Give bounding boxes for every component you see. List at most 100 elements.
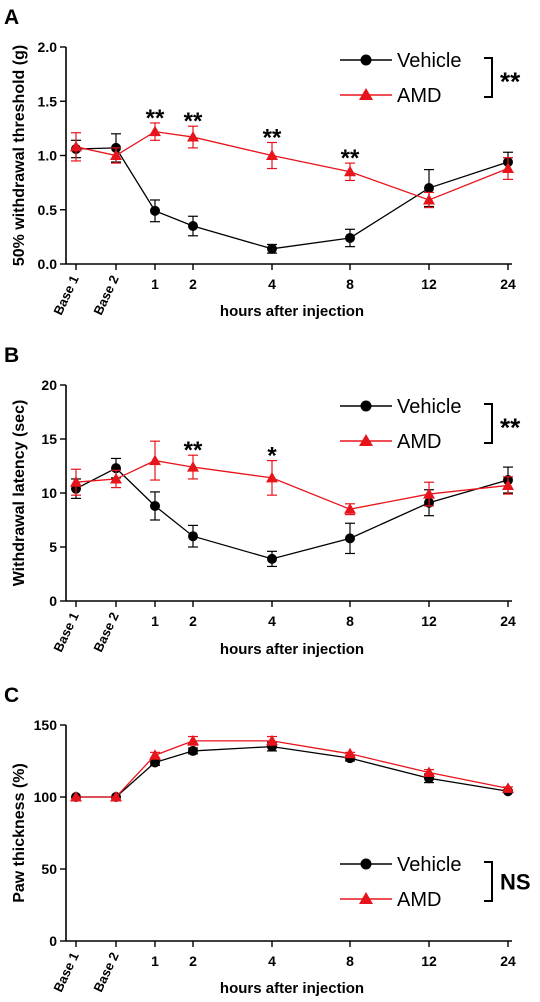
x-tick-label: 12 [421,276,437,292]
y-tick-label: 1.5 [38,93,58,109]
x-tick-label: 4 [268,276,276,292]
legend-marker-amd [359,88,373,100]
legend: Vehicle AMD [340,50,462,107]
y-axis-title: Withdrawal latency (sec) [11,400,28,587]
data-point-amd [423,766,435,778]
y-tick-label: 20 [41,377,57,393]
data-point-amd [70,476,82,487]
legend-label-vehicle: Vehicle [397,396,462,418]
data-point-vehicle [188,221,198,232]
data-point-amd [266,149,278,160]
significance-marker: ** [184,437,203,464]
y-tick-label: 0.5 [38,202,58,218]
data-point-amd [70,791,82,802]
data-point-vehicle [345,232,355,243]
data-point-vehicle [424,183,434,194]
series-line-amd [75,130,509,201]
legend-label-amd: AMD [397,889,441,911]
legend: Vehicle AMD [340,396,462,453]
data-point-amd [502,782,514,793]
group-significance: ** [500,413,521,443]
significance-marker: ** [184,108,203,135]
y-axis-title: 50% withdrawal threshold (g) [11,45,28,266]
data-point-amd [149,749,161,760]
x-tick-label: Base 2 [90,273,121,317]
data-point-amd [502,479,514,490]
x-tick-label: 1 [151,613,159,629]
y-tick-label: 15 [41,431,57,447]
legend-label-amd: AMD [397,431,441,453]
data-point-vehicle [345,533,355,544]
data-point-amd [266,471,278,483]
x-tick-label: 12 [421,613,437,629]
x-tick-label: 8 [346,953,354,969]
significance-marker: ** [146,105,165,132]
y-tick-label: 0 [49,593,57,609]
group-significance: NS [500,870,531,895]
y-tick-label: 10 [41,485,57,501]
data-point-amd [344,165,356,177]
data-point-amd [344,747,356,759]
data-point-amd [344,503,356,514]
data-point-amd [266,734,278,746]
significance-marker: * [267,443,277,470]
y-tick-label: 2.0 [38,39,58,55]
data-point-amd [149,454,161,466]
y-axis-title: Paw thickness (%) [11,763,28,903]
legend-label-vehicle: Vehicle [397,50,462,72]
data-point-amd [149,125,161,137]
data-point-vehicle [150,757,160,768]
x-tick-label: Base 2 [90,610,121,654]
legend: Vehicle AMD [340,854,462,911]
x-tick-label: 2 [189,276,197,292]
y-tick-label: 0.0 [38,256,58,272]
group-bracket [484,861,493,902]
legend-marker-vehicle [360,858,372,870]
series-line-amd [75,459,509,510]
legend-marker-vehicle [360,54,372,66]
panel-letter: B [4,344,19,367]
x-axis-title: hours after injection [220,980,364,997]
data-point-vehicle [267,243,277,254]
y-tick-label: 1.0 [38,148,58,164]
group-significance: ** [500,67,521,97]
significance-marker: ** [341,145,360,172]
x-tick-label: 8 [346,276,354,292]
x-tick-label: 1 [151,276,159,292]
series-line-vehicle [76,745,509,798]
legend-label-vehicle: Vehicle [397,854,462,876]
x-axis-title: hours after injection [220,303,364,320]
data-point-vehicle [267,553,277,564]
panel-letter: A [4,6,19,29]
x-tick-label: Base 1 [50,273,81,317]
x-tick-label: 12 [421,953,437,969]
data-point-amd [187,131,199,142]
y-tick-label: 5 [49,539,57,555]
x-tick-label: 4 [268,613,276,629]
x-tick-label: Base 2 [90,950,121,994]
significance-marker: ** [263,124,282,151]
data-point-amd [187,734,199,746]
group-bracket [484,57,493,98]
series-line-vehicle [75,147,509,250]
data-point-vehicle [188,531,198,542]
series-line-vehicle [75,467,509,560]
data-point-amd [70,140,82,152]
group-bracket [484,403,493,444]
x-axis-title: hours after injection [220,641,364,658]
y-tick-label: 0 [49,933,57,949]
data-point-vehicle [150,205,160,216]
legend-marker-amd [359,892,373,904]
x-tick-label: 24 [500,613,516,629]
x-tick-label: 4 [268,953,276,969]
y-tick-label: 100 [34,789,58,805]
legend-label-amd: AMD [397,85,441,107]
panel-letter: C [4,684,19,707]
data-point-amd [423,193,435,205]
legend-marker-vehicle [360,400,372,412]
data-point-amd [423,488,435,499]
x-tick-label: 8 [346,613,354,629]
x-tick-label: 2 [189,953,197,969]
